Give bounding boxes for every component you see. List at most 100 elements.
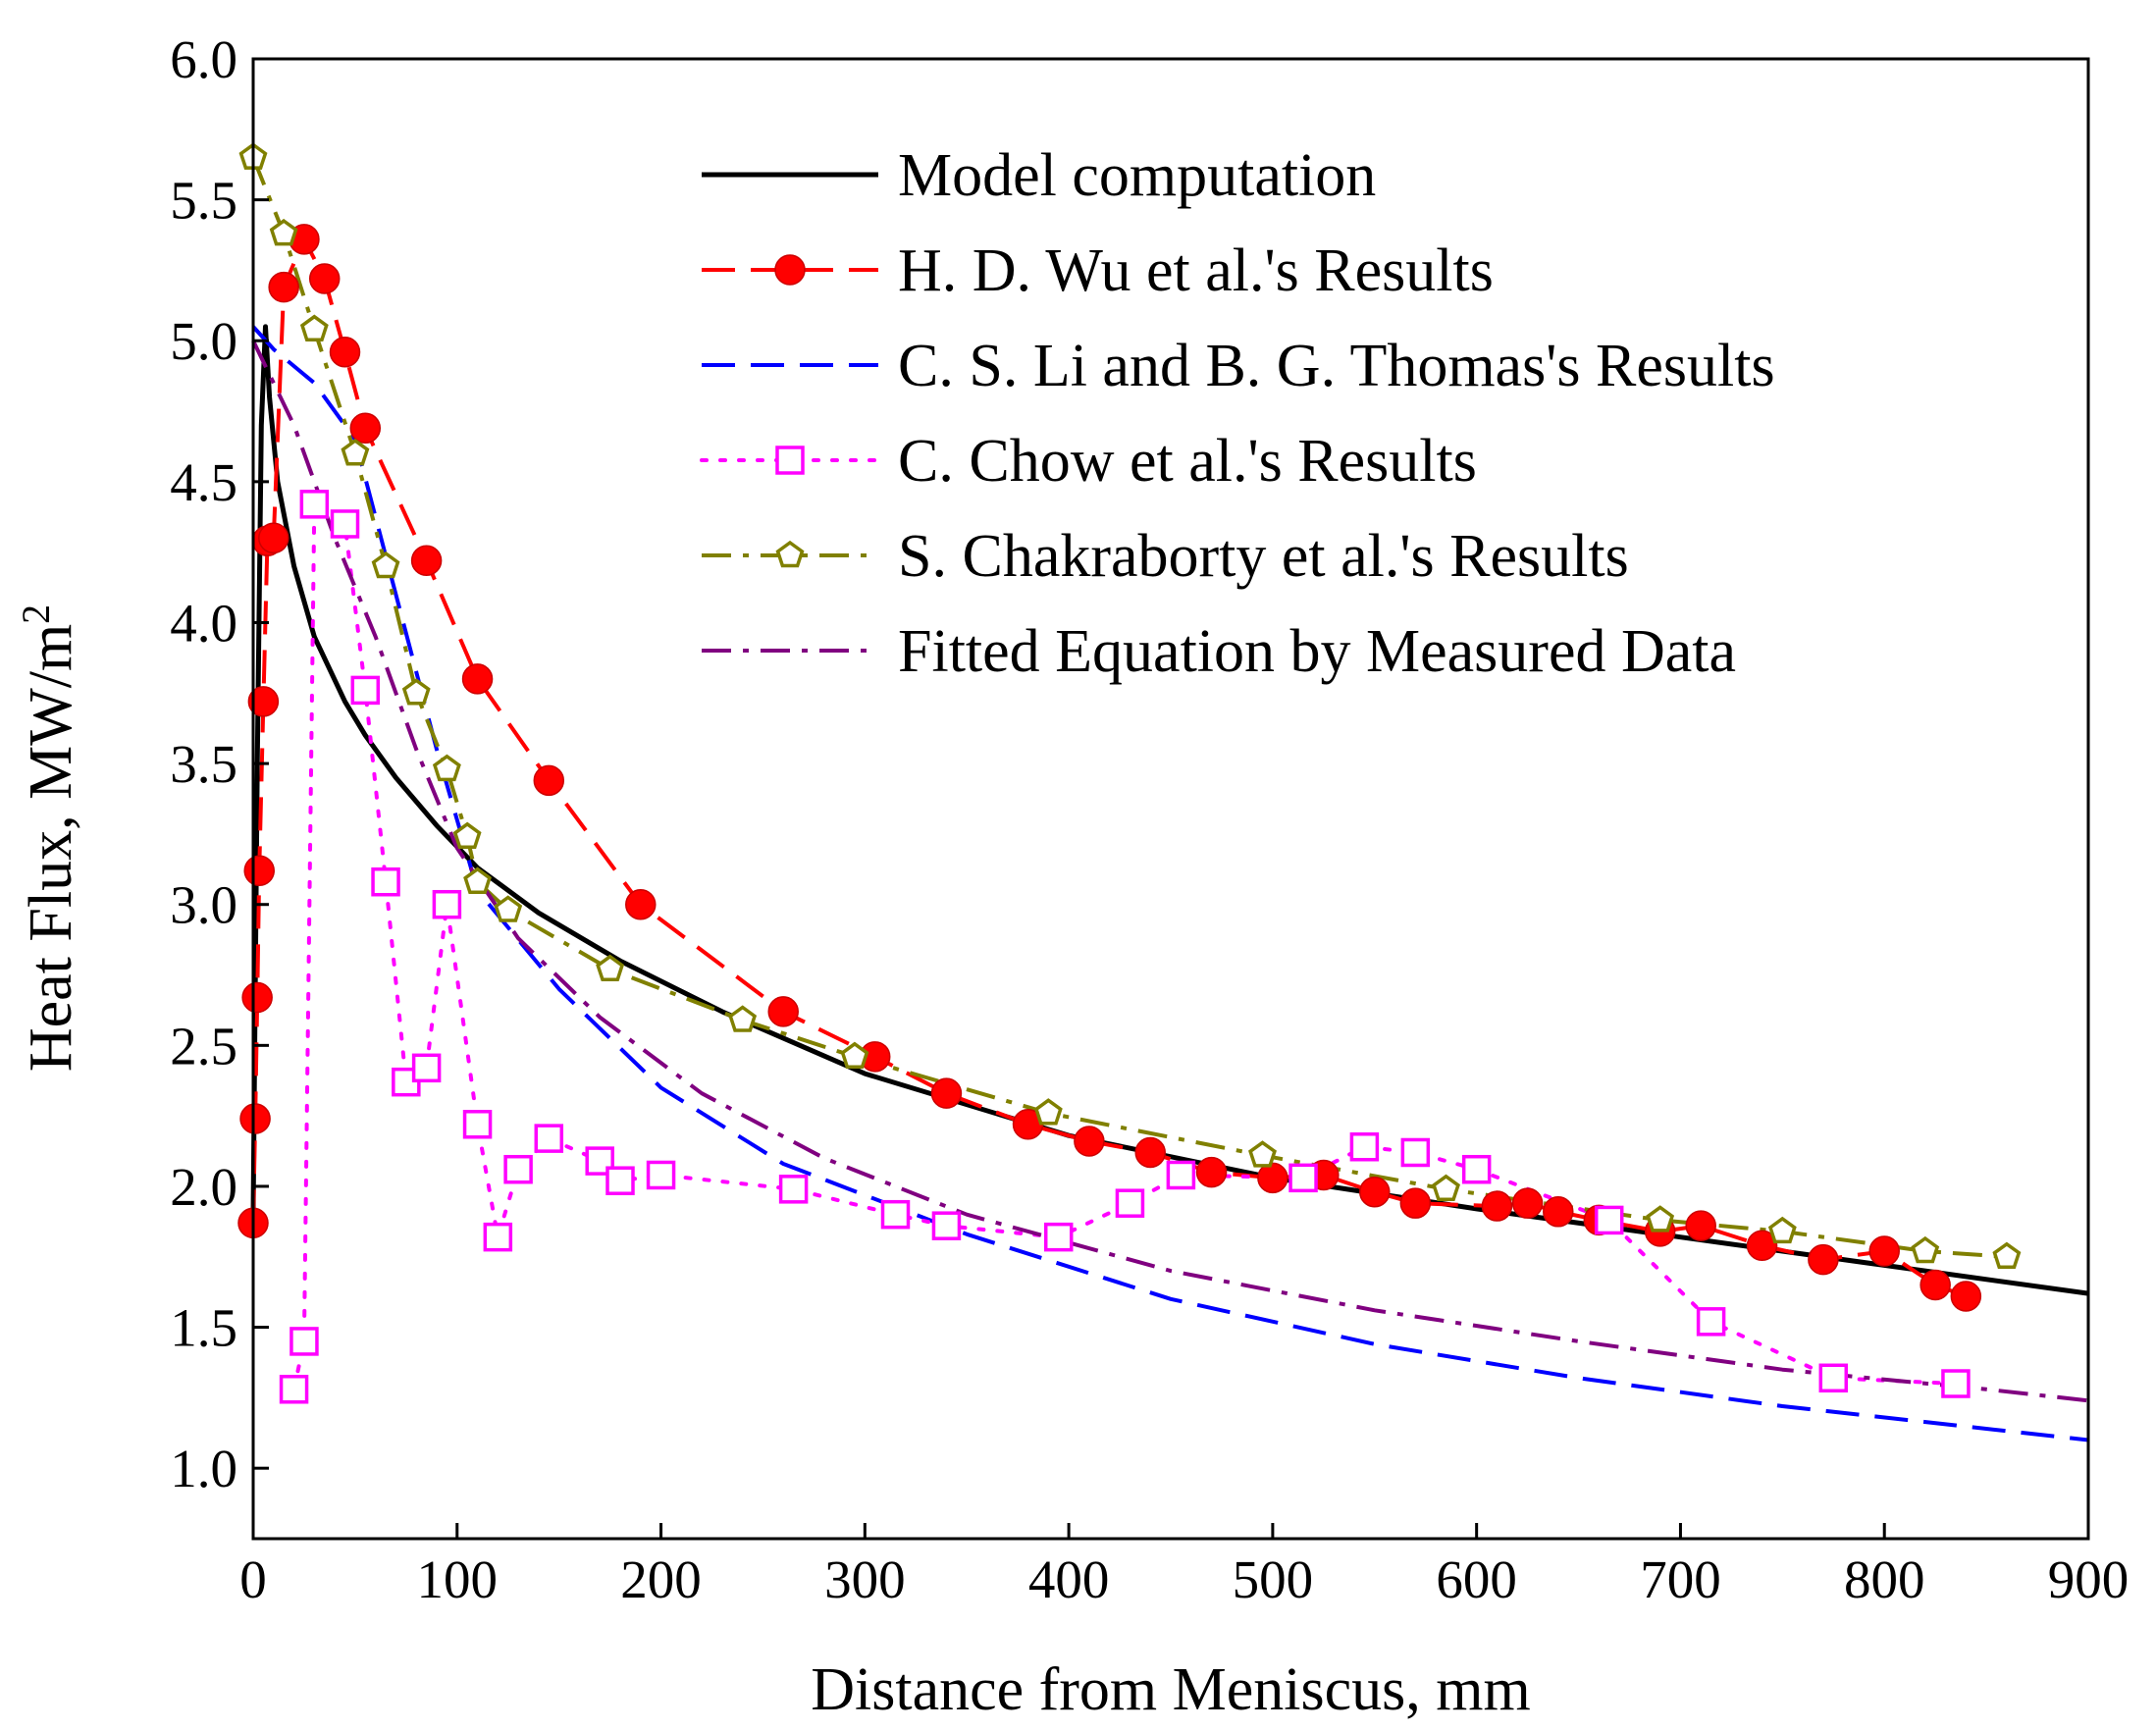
data-point-c-chow-et-al-s-results xyxy=(289,1327,319,1356)
legend-item: C. Chow et al.'s Results xyxy=(700,428,1477,495)
data-point-h-d-wu-et-al-s-results xyxy=(329,336,361,368)
x-tick-label: 200 xyxy=(620,1549,702,1609)
data-point-c-chow-et-al-s-results xyxy=(462,1110,493,1139)
legend-item: H. D. Wu et al.'s Results xyxy=(702,237,1494,304)
data-point-h-d-wu-et-al-s-results xyxy=(625,888,657,920)
series-line-c-s-li-and-b-g-thomas-s-results xyxy=(251,325,2089,1442)
data-point-h-d-wu-et-al-s-results xyxy=(1950,1281,1982,1312)
data-point-c-chow-et-al-s-results xyxy=(1166,1160,1196,1190)
data-point-s-chakraborty-et-al-s-results xyxy=(463,866,492,895)
data-point-h-d-wu-et-al-s-results xyxy=(308,263,341,294)
data-point-c-chow-et-al-s-results xyxy=(432,889,462,919)
plot-frame xyxy=(251,57,2090,1541)
data-point-h-d-wu-et-al-s-results xyxy=(1919,1269,1951,1301)
data-point-h-d-wu-et-al-s-results xyxy=(258,522,289,554)
data-point-h-d-wu-et-al-s-results xyxy=(533,764,565,797)
y-tick-label: 3.5 xyxy=(170,734,237,794)
data-point-h-d-wu-et-al-s-results xyxy=(1399,1187,1432,1219)
data-point-c-chow-et-al-s-results xyxy=(350,675,381,706)
x-tick-label: 100 xyxy=(417,1549,499,1609)
data-point-s-chakraborty-et-al-s-results xyxy=(728,1005,758,1032)
series-line-fitted-equation-by-measured-data xyxy=(251,340,2089,1403)
data-point-c-chow-et-al-s-results xyxy=(1115,1188,1145,1218)
data-point-h-d-wu-et-al-s-results xyxy=(1257,1162,1288,1194)
legend-marker xyxy=(775,540,805,568)
legend-item: Model computation xyxy=(702,142,1376,209)
data-point-s-chakraborty-et-al-s-results xyxy=(1911,1235,1940,1264)
data-point-c-chow-et-al-s-results xyxy=(1461,1154,1492,1184)
legend-item: S. Chakraborty et al.'s Results xyxy=(702,523,1629,590)
data-point-h-d-wu-et-al-s-results xyxy=(1481,1190,1513,1222)
data-point-c-chow-et-al-s-results xyxy=(931,1211,962,1240)
y-tick-label: 4.5 xyxy=(170,452,237,512)
data-point-c-chow-et-al-s-results xyxy=(1696,1307,1726,1337)
data-point-c-chow-et-al-s-results xyxy=(605,1166,635,1195)
x-axis: 0 100 200 300 400 500 600 700 800 900 xyxy=(239,1523,2129,1609)
data-point-h-d-wu-et-al-s-results xyxy=(239,1103,271,1134)
data-point-c-chow-et-al-s-results xyxy=(1818,1363,1849,1393)
data-point-h-d-wu-et-al-s-results xyxy=(410,545,443,577)
x-tick-label: 0 xyxy=(239,1549,267,1609)
legend: Model computation H. D. Wu et al.'s Resul… xyxy=(700,142,1775,685)
x-tick-label: 600 xyxy=(1436,1549,1517,1609)
legend-label: Fitted Equation by Measured Data xyxy=(898,618,1736,685)
y-tick-label: 5.5 xyxy=(170,171,237,231)
x-tick-label: 700 xyxy=(1640,1549,1721,1609)
x-tick-label: 500 xyxy=(1233,1549,1314,1609)
data-point-s-chakraborty-et-al-s-results xyxy=(452,821,482,850)
y-tick-label: 4.0 xyxy=(170,593,237,653)
data-point-c-chow-et-al-s-results xyxy=(411,1053,442,1083)
legend-label: C. Chow et al.'s Results xyxy=(898,428,1477,495)
legend-label: H. D. Wu et al.'s Results xyxy=(898,237,1494,304)
x-axis-title: Distance from Meniscus, mm xyxy=(811,1656,1531,1723)
y-tick-label: 2.0 xyxy=(170,1157,237,1217)
data-point-c-chow-et-al-s-results xyxy=(646,1160,676,1190)
data-point-s-chakraborty-et-al-s-results xyxy=(1248,1140,1277,1168)
legend-item: Fitted Equation by Measured Data xyxy=(702,618,1736,685)
data-point-s-chakraborty-et-al-s-results xyxy=(401,678,431,706)
data-point-c-chow-et-al-s-results xyxy=(1400,1137,1431,1168)
data-point-h-d-wu-et-al-s-results xyxy=(243,855,275,886)
data-point-h-d-wu-et-al-s-results xyxy=(1195,1156,1228,1188)
y-tick-label: 1.0 xyxy=(170,1439,237,1498)
data-point-h-d-wu-et-al-s-results xyxy=(268,271,299,303)
y-axis-title-main: Heat Flux, MW/m xyxy=(18,624,84,1072)
data-point-c-chow-et-al-s-results xyxy=(1941,1369,1971,1398)
legend-marker xyxy=(774,254,806,286)
data-point-c-chow-et-al-s-results xyxy=(534,1124,564,1153)
data-point-h-d-wu-et-al-s-results xyxy=(1359,1176,1391,1208)
y-tick-label: 5.0 xyxy=(170,311,237,371)
legend-label: S. Chakraborty et al.'s Results xyxy=(898,523,1629,590)
data-point-s-chakraborty-et-al-s-results xyxy=(1646,1205,1675,1233)
legend-label: C. S. Li and B. G. Thomas's Results xyxy=(898,333,1775,399)
data-point-s-chakraborty-et-al-s-results xyxy=(269,218,298,246)
data-point-h-d-wu-et-al-s-results xyxy=(1746,1230,1778,1262)
series-line-s-chakraborty-et-al-s-results xyxy=(251,156,2008,1259)
data-point-h-d-wu-et-al-s-results xyxy=(1808,1243,1839,1276)
legend-item: C. S. Li and B. G. Thomas's Results xyxy=(702,333,1775,399)
series-markers xyxy=(237,142,2022,1404)
data-point-c-chow-et-al-s-results xyxy=(1594,1205,1624,1235)
legend-marker xyxy=(775,446,805,475)
data-point-c-chow-et-al-s-results xyxy=(483,1222,513,1252)
data-point-s-chakraborty-et-al-s-results xyxy=(1033,1098,1063,1126)
x-tick-label: 900 xyxy=(2048,1549,2130,1609)
data-point-h-d-wu-et-al-s-results xyxy=(461,663,494,695)
data-point-c-chow-et-al-s-results xyxy=(1349,1131,1380,1162)
data-point-s-chakraborty-et-al-s-results xyxy=(840,1041,869,1070)
data-point-c-chow-et-al-s-results xyxy=(503,1154,533,1184)
data-point-h-d-wu-et-al-s-results xyxy=(241,981,273,1014)
data-point-c-chow-et-al-s-results xyxy=(585,1146,614,1176)
x-tick-label: 400 xyxy=(1028,1549,1110,1609)
legend-label: Model computation xyxy=(898,142,1376,209)
data-point-c-chow-et-al-s-results xyxy=(279,1375,309,1404)
data-point-h-d-wu-et-al-s-results xyxy=(930,1077,963,1109)
y-tick-label: 3.0 xyxy=(170,875,237,935)
data-point-s-chakraborty-et-al-s-results xyxy=(371,551,400,579)
data-point-h-d-wu-et-al-s-results xyxy=(349,412,382,445)
x-tick-label: 800 xyxy=(1844,1549,1925,1609)
data-point-s-chakraborty-et-al-s-results xyxy=(1767,1216,1797,1244)
y-axis-title-superscript: 2 xyxy=(14,604,58,624)
data-point-h-d-wu-et-al-s-results xyxy=(1868,1235,1900,1267)
